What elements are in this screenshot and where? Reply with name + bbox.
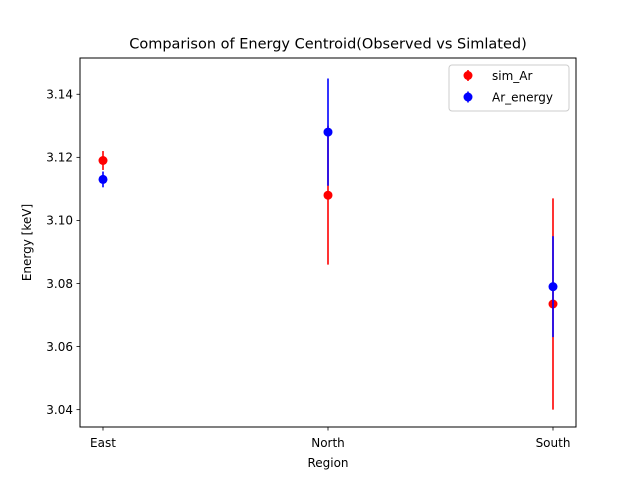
x-axis-label: Region (307, 456, 348, 470)
y-tick-label-3: 3.10 (46, 214, 73, 228)
y-tick-label-1: 3.06 (46, 340, 73, 354)
legend: sim_Ar Ar_energy (448, 64, 570, 112)
data-point-1-1 (323, 127, 333, 137)
series-layer (98, 78, 558, 410)
legend-marker-1 (463, 92, 473, 102)
data-point-0-0 (98, 156, 108, 165)
legend-label-1: Ar_energy (492, 90, 553, 104)
y-axis: 3.04 3.06 3.08 3.10 3.12 3.14 (46, 88, 80, 417)
data-point-1-0 (98, 174, 108, 184)
y-tick-label-2: 3.08 (46, 277, 73, 291)
legend-marker-0 (463, 71, 473, 80)
x-tick-label-south: South (536, 436, 571, 450)
y-tick-label-0: 3.04 (46, 403, 73, 417)
data-point-1-2 (548, 282, 558, 292)
legend-label-0: sim_Ar (492, 69, 532, 83)
y-axis-label: Energy [keV] (20, 204, 34, 281)
y-tick-label-4: 3.12 (46, 151, 73, 165)
legend-frame (448, 64, 570, 112)
data-point-0-1 (323, 190, 333, 200)
y-tick-label-5: 3.14 (46, 88, 73, 102)
x-axis: East North South (90, 427, 570, 450)
x-tick-label-north: North (311, 436, 345, 450)
chart-title: Comparison of Energy Centroid(Observed v… (129, 37, 527, 53)
x-tick-label-east: East (90, 436, 116, 450)
series-ar-energy (98, 78, 558, 338)
